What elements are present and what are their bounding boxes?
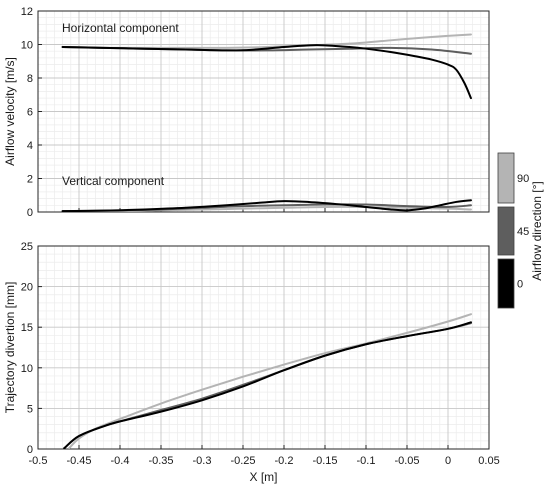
y-tick-label: 10 — [21, 363, 33, 375]
y-tick-label: 20 — [21, 282, 33, 294]
annotation-1: Vertical component — [62, 174, 165, 188]
y-tick-label: 5 — [27, 403, 33, 415]
y-tick-label: 8 — [27, 73, 33, 85]
series-line-vertical-dir0 — [61, 199, 472, 212]
colorbar-legend: 90 45 0 Airflow direction [°] — [497, 152, 544, 309]
y-tick-label: 2 — [27, 174, 33, 186]
colorbar-value-90: 90 — [517, 173, 529, 185]
y-tick-label: 10 — [21, 40, 33, 52]
plot-frame — [37, 245, 490, 450]
x-tick-label: -0.25 — [230, 455, 255, 467]
x-axis-label: X [m] — [249, 470, 277, 484]
x-tick-label: -0.05 — [394, 455, 419, 467]
x-tick-label: -0.1 — [357, 455, 376, 467]
y-tick-label: 0 — [27, 207, 33, 219]
panel-1: 0 5 10 15 20 25 -0.5 -0.45 -0.4 -0.35 -0.3 -0.25 -0.… — [3, 241, 500, 484]
y-axis-label: Trajectory divertion [mm] — [3, 282, 17, 414]
colorbar-value-0: 0 — [517, 279, 523, 291]
y-tick-label: 0 — [27, 444, 33, 456]
y-tick-label: 15 — [21, 322, 33, 334]
colorbar-swatch-90 — [497, 152, 515, 204]
annotation-0: Horizontal component — [62, 21, 179, 35]
x-tick-label: -0.15 — [312, 455, 337, 467]
x-tick-label: 0.05 — [478, 455, 499, 467]
series-line-horizontal-dir0 — [61, 44, 472, 100]
colorbar-label: Airflow direction [°] — [530, 181, 544, 281]
x-tick-label: -0.35 — [148, 455, 173, 467]
x-tick-label: -0.3 — [193, 455, 212, 467]
colorbar-value-45: 45 — [517, 226, 529, 238]
series-line-dir90 — [68, 313, 472, 449]
x-tick-label: 0 — [445, 455, 451, 467]
y-tick-label: 12 — [21, 6, 33, 18]
y-tick-label: 4 — [27, 140, 33, 152]
series-line-horizontal-dir90 — [61, 33, 472, 49]
series-line-dir0 — [63, 321, 472, 449]
y-tick-label: 25 — [21, 241, 33, 253]
colorbar-swatch-0 — [497, 258, 515, 309]
x-tick-label: -0.45 — [66, 455, 91, 467]
x-tick-label: -0.4 — [111, 455, 130, 467]
x-tick-label: -0.2 — [275, 455, 294, 467]
colorbar-swatch-45 — [497, 206, 515, 256]
x-tick-label: -0.5 — [29, 455, 48, 467]
y-tick-label: 6 — [27, 107, 33, 119]
panel-0: 0 2 4 6 8 10 12 Airflow velocity [m/s] Horizonta… — [3, 6, 490, 219]
y-axis-label: Airflow velocity [m/s] — [3, 57, 17, 166]
